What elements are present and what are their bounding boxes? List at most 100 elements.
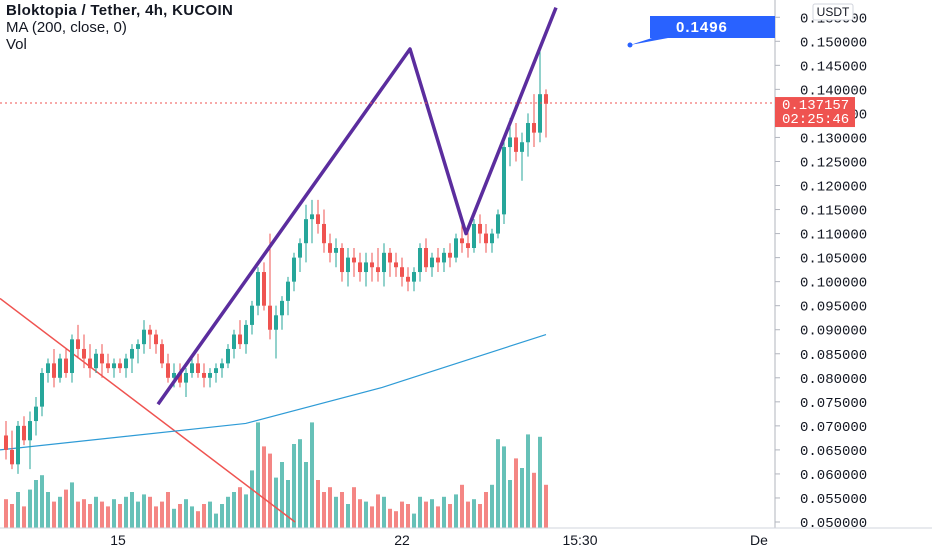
candle-body [94,353,98,369]
candle-body [400,267,404,277]
volume-bar [64,489,68,528]
candle-body [196,363,200,373]
candle-body [514,137,518,152]
plot-area[interactable] [0,0,775,528]
volume-bar [304,462,308,528]
candle-body [70,339,74,373]
price-tick-label: 0.140000 [800,83,867,99]
candle-body [148,329,152,335]
candle-body [430,257,434,268]
candle-body [154,334,158,345]
volume-bar [178,504,182,528]
time-tick-dec: De [750,532,768,548]
candle-body [454,238,458,258]
volume-bar [16,492,20,528]
candle-body [232,334,236,349]
currency-label: USDT [817,5,850,19]
volume-bar [232,492,236,528]
candle-body [124,358,128,369]
volume-bar [208,501,212,528]
price-tick-label: 0.070000 [800,420,867,436]
volume-bar [142,494,146,528]
candlesticks [4,50,548,474]
callout-anchor [627,42,633,48]
ma-indicator-label[interactable]: MA (200, close, 0) [6,19,127,36]
volume-bar [250,470,254,528]
price-tick-label: 0.130000 [800,131,867,147]
time-tick-1530: 15:30 [562,532,597,548]
volume-bar [430,499,434,528]
time-axis[interactable]: 15 22 15:30 De [110,532,768,548]
volume-bar [496,439,500,528]
volume-bar [544,484,548,528]
volume-bar [82,499,86,528]
volume-bar [418,496,422,528]
candle-body [274,315,278,330]
volume-bars [4,422,548,528]
candle-body [22,425,26,441]
price-tick-label: 0.105000 [800,252,867,268]
price-callout[interactable]: 0.1496 [627,16,776,48]
candle-body [304,219,308,244]
candle-body [76,339,80,349]
volume-bar [532,472,536,528]
volume-bar [40,475,44,528]
volume-bar [22,506,26,528]
bar-countdown: 02:25:46 [782,112,849,128]
candle-body [478,223,482,234]
price-axis[interactable]: 0.1550000.1500000.1450000.1400000.135000… [775,11,867,532]
volume-bar [442,496,446,528]
currency-box[interactable] [812,3,854,21]
volume-bar [244,494,248,528]
candle-body [52,363,56,378]
candle-body [4,435,8,450]
candle-body [202,372,206,378]
price-tick-label: 0.120000 [800,180,867,196]
zigzag-pattern-drawing[interactable] [156,7,558,406]
volume-bar [484,492,488,528]
volume-bar [262,446,266,528]
candle-body [412,272,416,282]
volume-bar [370,506,374,528]
volume-indicator-label[interactable]: Vol [6,36,27,53]
volume-bar [28,489,32,528]
candle-body [316,214,320,224]
candle-body [442,252,446,263]
candle-body [466,243,470,249]
candle-body [88,358,92,369]
candle-body [34,406,38,422]
volume-bar [202,504,206,528]
candle-body [340,248,344,273]
volume-bar [424,501,428,528]
candle-body [472,223,476,249]
volume-bar [4,499,8,528]
volume-bar [88,504,92,528]
price-tick-label: 0.110000 [800,228,867,244]
volume-bar [148,496,152,528]
candle-body [328,243,332,253]
volume-bar [454,494,458,528]
candle-body [490,233,494,244]
volume-bar [286,480,290,528]
volume-bar [160,501,164,528]
candle-body [238,334,242,345]
candle-body [64,358,68,373]
candle-body [112,363,116,369]
price-tick-label: 0.115000 [800,204,867,220]
volume-bar [466,501,470,528]
symbol-title[interactable]: Bloktopia / Tether, 4h, KUCOIN [6,2,234,19]
candle-body [280,300,284,316]
candle-body [376,267,380,273]
chart-legend[interactable]: Bloktopia / Tether, 4h, KUCOIN MA (200, … [6,2,233,53]
candle-body [136,344,140,349]
candle-body [250,305,254,325]
candle-body [184,372,188,383]
candle-body [268,305,272,330]
candle-body [58,358,62,378]
candle-body [544,94,548,104]
volume-bar [340,492,344,528]
volume-bar [508,480,512,528]
volume-bar [292,444,296,528]
candle-body [256,272,260,306]
